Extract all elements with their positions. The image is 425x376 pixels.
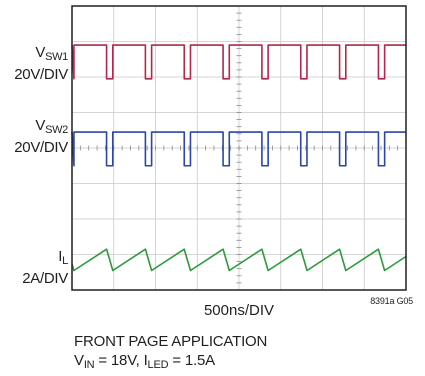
scope-grid: [72, 6, 406, 290]
scope-traces: [71, 44, 407, 272]
vsw1-trace: [71, 44, 406, 80]
vsw2-scale: 20V/DIV: [14, 139, 68, 156]
il-scale: 2A/DIV: [22, 270, 68, 287]
x-axis-label: 500ns/DIV: [203, 302, 275, 319]
vsw2-trace: [71, 131, 406, 167]
figure-code: 8391a G05: [370, 296, 413, 306]
caption-line-2: VIN = 18V, ILED = 1.5A: [74, 352, 215, 371]
vsw1-scale: 20V/DIV: [14, 66, 68, 83]
il-trace: [71, 248, 407, 272]
caption-line-1: FRONT PAGE APPLICATION: [74, 333, 268, 350]
il-label: IL 2A/DIV: [22, 248, 68, 287]
vsw2-label: VSW2 20V/DIV: [14, 117, 68, 156]
vsw1-label: VSW1 20V/DIV: [14, 44, 68, 83]
plot-frame: [71, 5, 407, 291]
